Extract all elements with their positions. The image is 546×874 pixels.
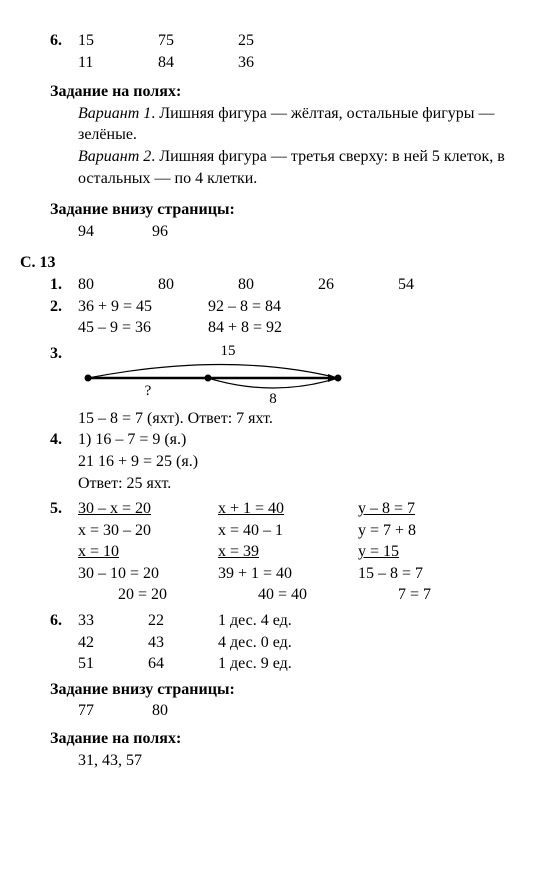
cell: 54: [398, 274, 478, 296]
ex5-row3: x = 10 x = 39 y = 15: [50, 541, 506, 563]
ex3-diagram: 15 ? 8: [78, 343, 348, 408]
cell: 80: [78, 274, 158, 296]
ex6-row2: 42 43 4 дес. 0 ед.: [50, 632, 506, 654]
cell: 96: [152, 221, 222, 243]
ex5-row1: 5. 30 – x = 20 x + 1 = 40 y – 8 = 7: [50, 498, 506, 520]
cell: 20 = 20: [78, 584, 218, 606]
cell: 11: [78, 52, 158, 74]
ex6top-row2: 11 84 36: [50, 52, 506, 74]
cell: 75: [158, 30, 238, 52]
cell: x = 10: [78, 541, 218, 563]
cell: 94: [78, 221, 148, 243]
cell: x = 40 – 1: [218, 520, 358, 542]
ex3-row: 3. 15 ? 8: [50, 343, 506, 408]
ex2-row2: 45 – 9 = 36 84 + 8 = 92: [50, 317, 506, 339]
cell: 30 – x = 20: [78, 498, 218, 520]
diag-bot-label: 8: [269, 391, 277, 407]
cell: x + 1 = 40: [218, 498, 358, 520]
bottom2-vals: 77 80: [78, 700, 506, 722]
ex4-num: 4.: [50, 429, 78, 451]
ex6-row1: 6. 33 22 1 дес. 4 ед.: [50, 610, 506, 632]
cell: 25: [238, 30, 318, 52]
cell: 33: [78, 610, 148, 632]
cell: 39 + 1 = 40: [218, 563, 358, 585]
ex5-row4: 30 – 10 = 20 39 + 1 = 40 15 – 8 = 7: [50, 563, 506, 585]
ex4-line1: 1) 16 – 7 = 9 (я.): [78, 429, 186, 451]
fields2-vals: 31, 43, 57: [78, 750, 506, 772]
cell: 42: [78, 632, 148, 654]
cell: 84: [158, 52, 238, 74]
cell: y = 15: [358, 541, 478, 563]
diag-q-label: ?: [145, 383, 152, 399]
cell: 80: [158, 274, 238, 296]
ex1-num: 1.: [50, 274, 78, 296]
cell: 51: [78, 653, 148, 675]
ex5-row2: x = 30 – 20 x = 40 – 1 y = 7 + 8: [50, 520, 506, 542]
cell: 80: [152, 700, 222, 722]
bottom1-title: Задание внизу страницы:: [50, 199, 506, 221]
ex4-line2: 21 16 + 9 = 25 (я.): [78, 451, 506, 473]
cell: 15: [78, 30, 158, 52]
cell: 43: [148, 632, 218, 654]
ex3-answer: 15 – 8 = 7 (яхт). Ответ: 7 яхт.: [78, 408, 506, 430]
variant-label: Вариант 1: [78, 105, 151, 122]
bottom2-title: Задание внизу страницы:: [50, 679, 506, 701]
cell: 15 – 8 = 7: [358, 563, 478, 585]
fields1-v2: Вариант 2. Лишняя фигура — третья сверху…: [78, 146, 506, 189]
ex4-line3: Ответ: 25 яхт.: [78, 473, 506, 495]
cell: 26: [318, 274, 398, 296]
fields1-title: Задание на полях:: [50, 81, 506, 103]
cell: 30 – 10 = 20: [78, 563, 218, 585]
page-heading: С. 13: [20, 252, 506, 274]
cell: 22: [148, 610, 218, 632]
ex5-row5: 20 = 20 40 = 40 7 = 7: [50, 584, 506, 606]
cell: y – 8 = 7: [358, 498, 478, 520]
cell: 4 дес. 0 ед.: [218, 632, 292, 654]
ex2-row1: 2. 36 + 9 = 45 92 – 8 = 84: [50, 296, 506, 318]
cell: 36 + 9 = 45: [78, 296, 208, 318]
cell: 7 = 7: [358, 584, 478, 606]
cell: 36: [238, 52, 318, 74]
variant-label: Вариант 2: [78, 148, 151, 165]
ex2-num: 2.: [50, 296, 78, 318]
ex4-row1: 4. 1) 16 – 7 = 9 (я.): [50, 429, 506, 451]
cell: y = 7 + 8: [358, 520, 478, 542]
cell: 77: [78, 700, 148, 722]
cell: x = 39: [218, 541, 358, 563]
cell: 1 дес. 9 ед.: [218, 653, 292, 675]
cell: 40 = 40: [218, 584, 358, 606]
diagram-svg: 15 ? 8: [78, 343, 348, 408]
cell: 80: [238, 274, 318, 296]
cell: 64: [148, 653, 218, 675]
bottom1-vals: 94 96: [78, 221, 506, 243]
cell: 84 + 8 = 92: [208, 317, 338, 339]
cell: 1 дес. 4 ед.: [218, 610, 292, 632]
cell: x = 30 – 20: [78, 520, 218, 542]
ex6-num: 6.: [50, 610, 78, 632]
ex1-row: 1. 80 80 80 26 54: [50, 274, 506, 296]
ex6-row3: 51 64 1 дес. 9 ед.: [50, 653, 506, 675]
diag-top-label: 15: [221, 343, 236, 359]
fields2-title: Задание на полях:: [50, 728, 506, 750]
ex6top-num: 6.: [50, 30, 78, 52]
fields1-v1: Вариант 1. Лишняя фигура — жёлтая, остал…: [78, 103, 506, 146]
ex6top-row1: 6. 15 75 25: [50, 30, 506, 52]
cell: 92 – 8 = 84: [208, 296, 338, 318]
ex3-num: 3.: [50, 343, 78, 408]
ex5-num: 5.: [50, 498, 78, 520]
cell: 45 – 9 = 36: [78, 317, 208, 339]
